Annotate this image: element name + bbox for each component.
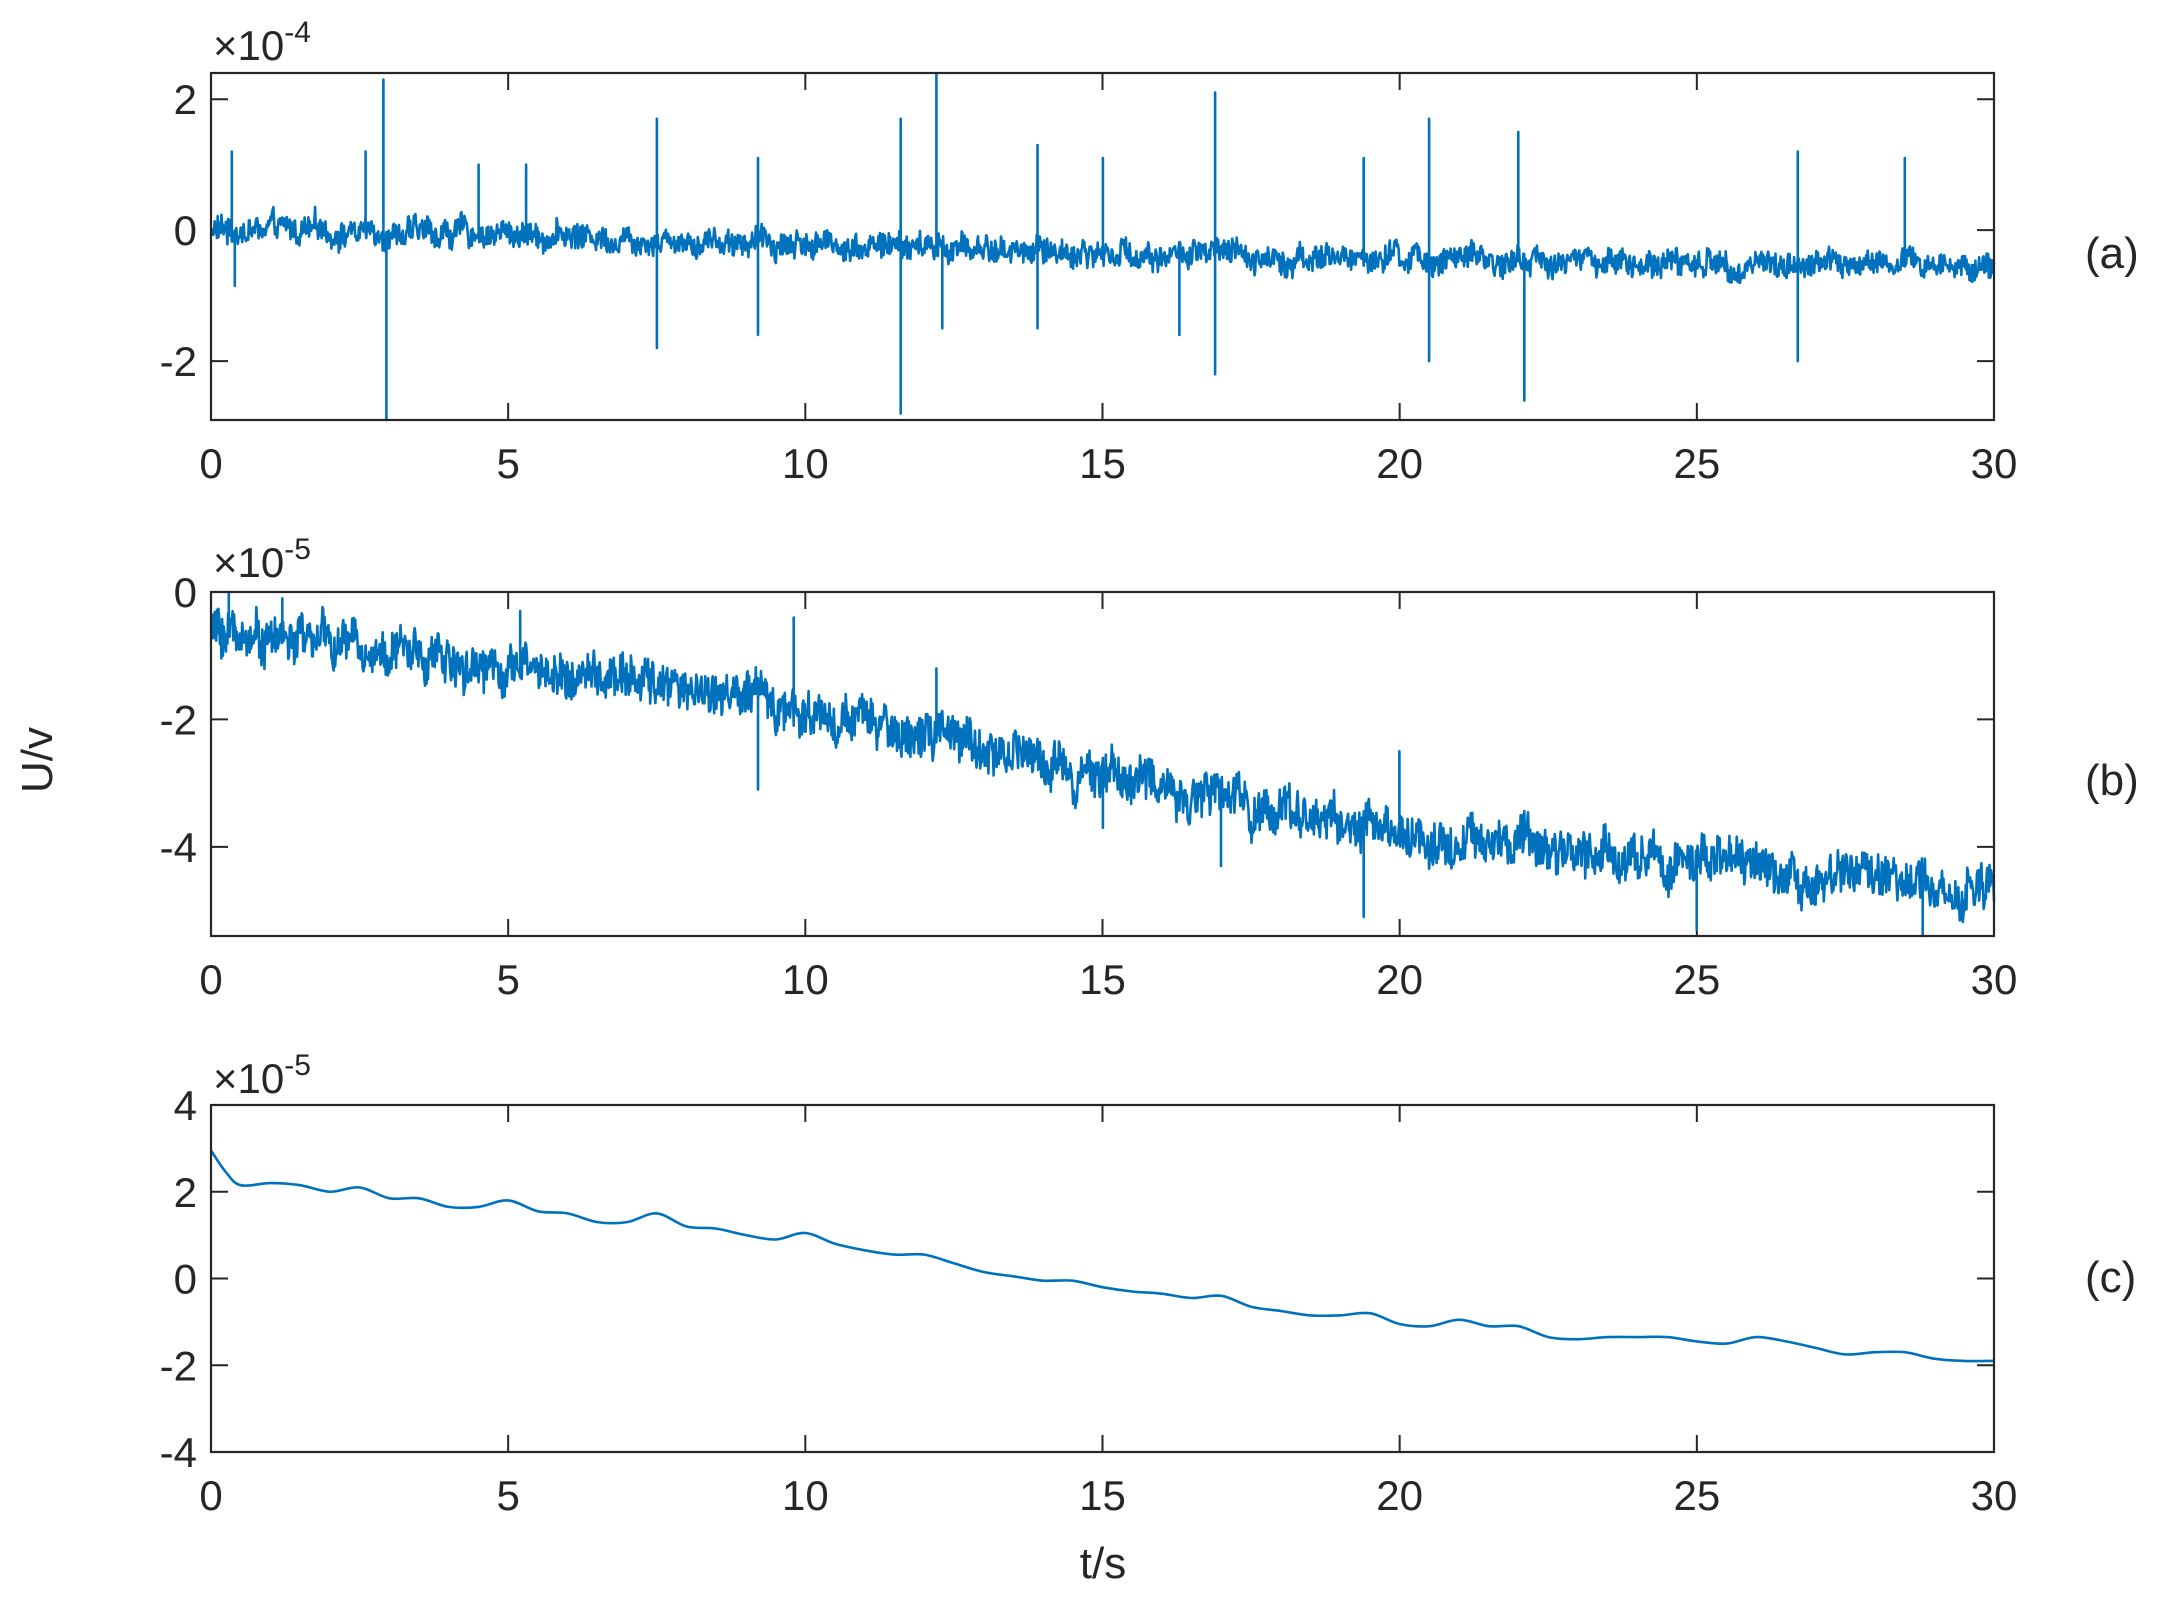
panel-c: ×10-5 0 5 10 15 20 25 30 -4 -2 0 2 4 (c) xyxy=(160,1049,2137,1519)
panel-b-x-tick-label: 20 xyxy=(1376,956,1423,1003)
panel-c-ticks: 0 5 10 15 20 25 30 -4 -2 0 2 4 xyxy=(160,1082,2018,1519)
panel-c-x-tick-label: 30 xyxy=(1971,1472,2018,1519)
panel-b-x-tick-label: 15 xyxy=(1079,956,1126,1003)
panel-c-x-tick-label: 15 xyxy=(1079,1472,1126,1519)
panel-a-exponent: ×10-4 xyxy=(213,16,311,69)
panel-b-x-tick-label: 5 xyxy=(496,956,519,1003)
panel-c-y-tick-label: -2 xyxy=(160,1342,197,1389)
panel-c-series-line xyxy=(209,1149,1995,1363)
panel-b-x-tick-label: 0 xyxy=(199,956,222,1003)
y-axis-label: U/v xyxy=(13,727,62,793)
panel-a-y-tick-label: -2 xyxy=(160,338,197,385)
panel-a-exponent-power: -4 xyxy=(284,16,311,49)
panel-a-x-tick-label: 30 xyxy=(1971,440,2018,487)
panel-c-exponent-power: -5 xyxy=(284,1049,311,1082)
panel-b-x-tick-label: 25 xyxy=(1673,956,1720,1003)
panel-b-series-line xyxy=(209,590,1996,938)
panel-a-axes-box xyxy=(209,71,1996,422)
x-axis-label: t/s xyxy=(1080,1539,1126,1588)
panel-b-y-tick-label: 0 xyxy=(174,569,197,616)
panel-a: ×10-4 0 5 10 15 20 25 30 -2 0 2 (a) xyxy=(160,16,2139,487)
panel-c-y-tick-label: 0 xyxy=(174,1256,197,1303)
panel-b-y-tick-label: -2 xyxy=(160,696,197,743)
panel-c-axes-box xyxy=(209,1103,1996,1454)
panel-a-series-line xyxy=(209,71,1996,422)
panel-c-x-tick-label: 5 xyxy=(496,1472,519,1519)
panel-a-x-tick-label: 5 xyxy=(496,440,519,487)
panel-c-x-tick-label: 20 xyxy=(1376,1472,1423,1519)
panel-a-x-tick-label: 25 xyxy=(1673,440,1720,487)
panel-b: ×10-5 0 5 10 15 20 25 30 -4 -2 0 (b) xyxy=(160,533,2139,1003)
panel-c-y-tick-label: 2 xyxy=(174,1169,197,1216)
panel-c-label: (c) xyxy=(2085,1253,2136,1302)
panel-c-y-tick-label: 4 xyxy=(174,1082,197,1129)
panel-c-x-tick-label: 25 xyxy=(1673,1472,1720,1519)
panel-c-x-tick-label: 10 xyxy=(782,1472,829,1519)
panel-b-x-tick-label: 10 xyxy=(782,956,829,1003)
panel-a-y-tick-label: 0 xyxy=(174,207,197,254)
panel-c-exponent: ×10-5 xyxy=(213,1049,311,1102)
panel-a-y-tick-label: 2 xyxy=(174,76,197,123)
panel-b-exponent-power: -5 xyxy=(284,533,311,566)
panel-a-x-tick-label: 0 xyxy=(199,440,222,487)
panel-b-exponent: ×10-5 xyxy=(213,533,311,586)
panel-b-axes-box xyxy=(209,590,1996,938)
panel-a-label: (a) xyxy=(2085,229,2139,278)
panel-b-y-tick-label: -4 xyxy=(160,824,197,871)
panel-b-x-tick-label: 30 xyxy=(1971,956,2018,1003)
panel-a-x-tick-label: 15 xyxy=(1079,440,1126,487)
panel-b-label: (b) xyxy=(2085,756,2139,805)
panel-c-x-tick-label: 0 xyxy=(199,1472,222,1519)
panel-c-y-tick-label: -4 xyxy=(160,1429,197,1476)
panel-a-x-tick-label: 10 xyxy=(782,440,829,487)
panel-a-ticks: 0 5 10 15 20 25 30 -2 0 2 xyxy=(160,73,2018,487)
panel-a-x-tick-label: 20 xyxy=(1376,440,1423,487)
